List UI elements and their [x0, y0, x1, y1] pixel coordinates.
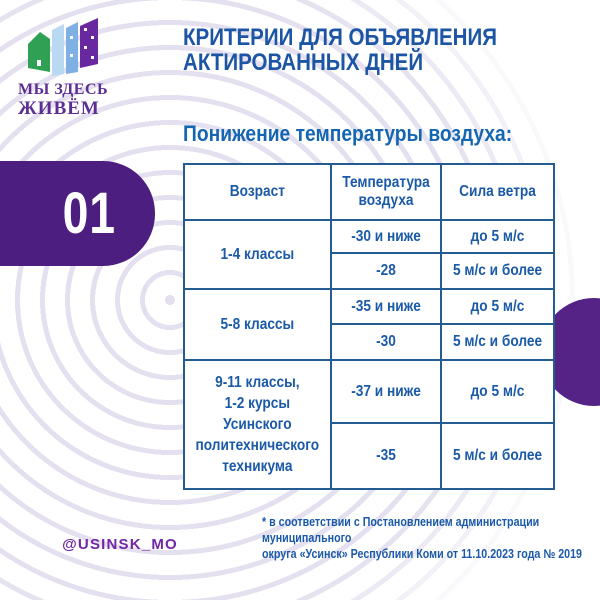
table-row: 5-8 классы -35 и ниже до 5 м/с	[183, 288, 555, 361]
page-title: КРИТЕРИИ ДЛЯ ОБЪЯВЛЕНИЯ АКТИРОВАННЫХ ДНЕ…	[183, 24, 497, 76]
temp-cell: -28	[329, 252, 442, 290]
badge-number: 01	[62, 181, 117, 246]
logo-text-line2: ЖИВЁМ	[18, 97, 100, 119]
table-row: -30 5 м/с и более	[184, 323, 555, 361]
logo-text-line1: МЫ ЗДЕСЬ	[18, 81, 109, 98]
table-row: -28 5 м/с и более	[184, 252, 555, 290]
wind-cell: до 5 м/с	[439, 359, 555, 424]
wind-cell: 5 м/с и более	[439, 422, 555, 490]
temp-cell: -35 и ниже	[329, 288, 442, 325]
social-handle: @USINSK_MO	[62, 536, 178, 553]
wind-cell: до 5 м/с	[439, 219, 555, 254]
age-cell-9-11-college: 9-11 классы, 1-2 курсы Усинского политех…	[183, 359, 332, 490]
age-cell-5-8: 5-8 классы	[183, 288, 332, 361]
temp-cell: -35	[329, 422, 442, 490]
city-buildings-icon	[28, 18, 98, 76]
temp-cell: -30 и ниже	[329, 219, 442, 254]
logo: МЫ ЗДЕСЬ ЖИВЁМ	[18, 16, 128, 119]
number-badge: 01	[0, 161, 155, 266]
footnote: * в соответствии с Постановлением админи…	[262, 515, 583, 561]
table-row: 9-11 классы, 1-2 курсы Усинского политех…	[183, 359, 555, 490]
col-header-temperature: Температура воздуха	[329, 163, 442, 221]
temp-cell: -30	[329, 323, 442, 361]
table-row: 1-4 классы -30 и ниже до 5 м/с	[183, 219, 555, 290]
wind-cell: 5 м/с и более	[439, 323, 555, 361]
logo-text: МЫ ЗДЕСЬ ЖИВЁМ	[18, 81, 128, 119]
temp-cell: -37 и ниже	[329, 359, 442, 424]
col-header-age: Возраст	[183, 163, 332, 221]
col-header-wind: Сила ветра	[439, 163, 555, 221]
criteria-table: Возраст Температура воздуха Сила ветра 1…	[183, 163, 555, 490]
wind-cell: до 5 м/с	[439, 288, 555, 325]
table-header-row: Возраст Температура воздуха Сила ветра	[183, 163, 555, 221]
age-cell-1-4: 1-4 классы	[183, 219, 332, 290]
table-row: -35 5 м/с и более	[184, 422, 555, 490]
section-subtitle: Понижение температуры воздуха:	[183, 121, 513, 146]
wind-cell: 5 м/с и более	[439, 252, 555, 290]
